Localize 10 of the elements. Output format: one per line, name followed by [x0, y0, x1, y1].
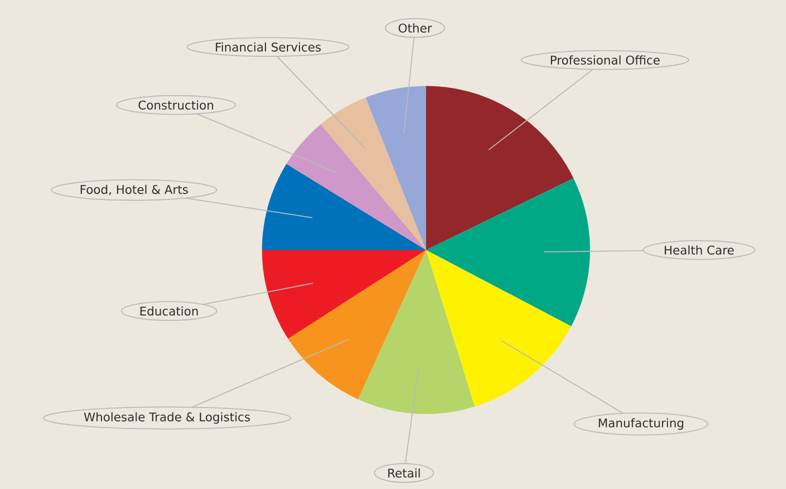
slice-label: Retail: [388, 468, 420, 478]
slice-label: Professional Office: [550, 55, 660, 65]
slice-label: Health Care: [664, 245, 734, 255]
slice-label: Food, Hotel & Arts: [80, 184, 188, 196]
slice-label: Wholesale Trade & Logistics: [84, 412, 250, 424]
slice-label: Education: [140, 306, 198, 316]
slice-label: Construction: [138, 100, 214, 110]
slice-label: Other: [398, 23, 432, 33]
slice-label: Financial Services: [216, 42, 321, 52]
slice-label: Manufacturing: [598, 418, 684, 430]
